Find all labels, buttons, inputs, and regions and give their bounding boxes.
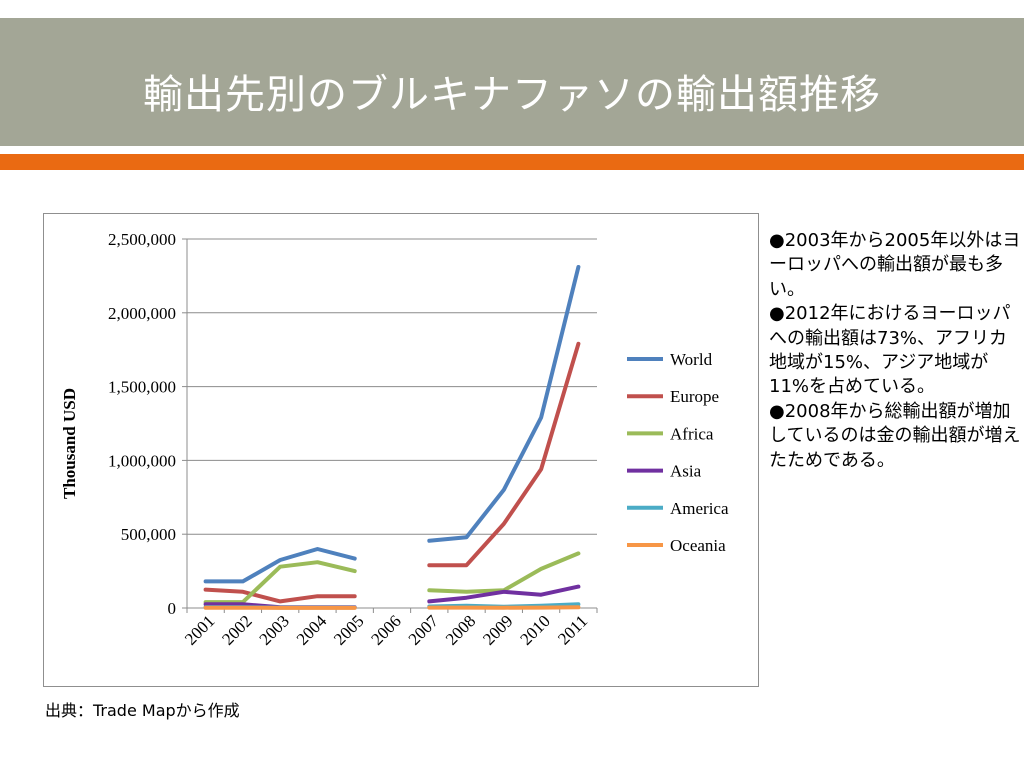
x-tick-label: 2001	[181, 611, 218, 648]
y-tick-label: 0	[168, 599, 177, 618]
x-tick-label: 2009	[479, 611, 516, 648]
series-line-oceania	[203, 605, 581, 610]
legend-label-asia: Asia	[670, 462, 702, 481]
source-note: 出典：Trade Mapから作成	[45, 701, 240, 720]
series-line-world	[203, 265, 581, 584]
line-chart: 0 500,000 1,000,000 1,500,000 2,000,000 2,500…	[60, 230, 729, 649]
bullet-notes: ●2003年から2005年以外はヨーロッパへの輸出額が最も多い。 ●2012年に…	[769, 229, 1024, 473]
series-line-europe	[203, 341, 581, 604]
x-tick-label: 2002	[218, 611, 255, 648]
y-tick-label: 1,500,000	[108, 378, 176, 397]
legend-label-world: World	[670, 350, 713, 369]
legend: World Europe Africa Asia America Oceania	[627, 350, 729, 555]
x-tick-labels: 2001 2002 2003 2004 2005 2006 2007 2008 2009 2010…	[181, 611, 591, 649]
x-tick-label: 2006	[367, 611, 404, 648]
y-tick-label: 1,000,000	[108, 451, 176, 470]
header-divider	[0, 146, 1024, 154]
bullet-item: ●2012年におけるヨーロッパへの輸出額は73%、アフリカ地域が15%、アジア地…	[769, 303, 1011, 398]
legend-label-europe: Europe	[670, 387, 719, 406]
y-tick-label: 500,000	[121, 525, 176, 544]
y-tick-labels: 0 500,000 1,000,000 1,500,000 2,000,000 2,500…	[108, 230, 176, 618]
x-tick-label: 2008	[442, 611, 479, 648]
bullet-item: ●2008年から総輸出額が増加しているのは金の輸出額が増えたためである。	[769, 400, 1021, 471]
x-tick-label: 2007	[405, 611, 443, 649]
x-tick-label: 2011	[554, 611, 591, 648]
x-tick-label: 2005	[330, 611, 367, 648]
bullet-item: ●2003年から2005年以外はヨーロッパへの輸出額が最も多い。	[769, 230, 1021, 300]
x-tick-label: 2004	[293, 611, 331, 649]
legend-label-oceania: Oceania	[670, 536, 726, 555]
legend-label-africa: Africa	[670, 424, 714, 443]
title-bar: 輸出先別のブルキナファソの輸出額推移	[0, 18, 1024, 146]
y-tick-label: 2,500,000	[108, 230, 176, 249]
page-title: 輸出先別のブルキナファソの輸出額推移	[143, 72, 881, 118]
series-lines	[203, 265, 581, 610]
accent-bar	[0, 154, 1024, 170]
chart-container: 0 500,000 1,000,000 1,500,000 2,000,000 2,500…	[43, 213, 759, 687]
y-tick-label: 2,000,000	[108, 304, 176, 323]
x-tick-label: 2010	[516, 611, 553, 648]
x-tick-label: 2003	[256, 611, 293, 648]
y-axis-label: Thousand USD	[60, 388, 79, 499]
legend-label-america: America	[670, 499, 729, 518]
